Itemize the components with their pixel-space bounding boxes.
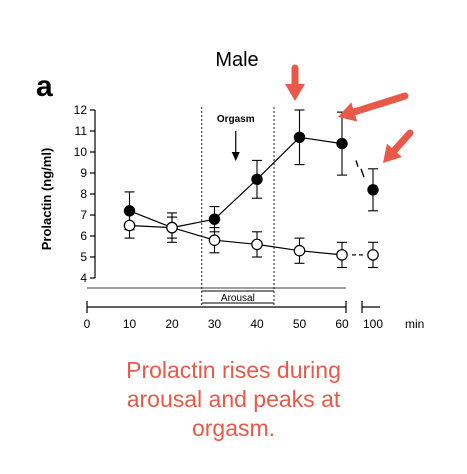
panel-label: a (36, 70, 53, 103)
data-point-filled (367, 184, 379, 196)
caption-line: orgasm. (191, 415, 276, 441)
data-point-filled (293, 131, 306, 144)
data-point-filled (251, 173, 263, 186)
red-arrow-head (285, 84, 305, 101)
y-tick-label: 6 (80, 229, 87, 243)
red-arrow-head (383, 143, 402, 163)
series-open (123, 212, 379, 269)
chart-title: Male (215, 49, 258, 71)
series-line (299, 136, 343, 145)
series-line (214, 239, 258, 245)
series-line (299, 250, 343, 256)
x-axis-label: min (405, 317, 424, 331)
y-tick-label: 12 (74, 103, 88, 117)
data-point-filled (336, 137, 348, 150)
series-line (256, 243, 300, 252)
chart-annotations: Arousal Orgasm (201, 107, 275, 307)
y-tick-label: 10 (74, 145, 88, 159)
series-line (214, 178, 258, 220)
data-point-open (208, 234, 221, 246)
data-point-open (123, 219, 136, 232)
red-arrow-shaft (390, 129, 414, 154)
x-tick-label: 30 (208, 317, 222, 331)
data-series (123, 109, 379, 269)
x-tick-label: 60 (335, 317, 349, 331)
x-tick-label: 100 (363, 317, 383, 331)
orgasm-arrowhead (231, 152, 240, 161)
y-tick-label: 4 (80, 271, 87, 285)
red-callout-arrows (285, 64, 414, 163)
data-point-open (367, 249, 379, 261)
y-tick-label: 5 (80, 250, 87, 264)
x-tick-label: 50 (293, 317, 307, 331)
series-line (129, 224, 173, 229)
x-tick-label: 20 (165, 317, 179, 331)
caption: Prolactin rises during arousal and peaks… (0, 356, 467, 443)
data-point-open (166, 221, 178, 234)
series-line (171, 218, 215, 229)
orgasm-label: Orgasm (217, 114, 255, 125)
series-break-tick (355, 160, 359, 167)
y-tick-label: 7 (80, 208, 87, 222)
y-tick-label: 11 (75, 124, 88, 138)
series-break-tick (360, 168, 365, 178)
axes: 4 5 6 7 8 9 10 11 12 0 10 20 30 40 50 60 100 min (74, 103, 425, 331)
y-tick-label: 9 (80, 166, 87, 180)
caption-line: arousal and peaks at (126, 386, 341, 412)
y-axis-label: Prolactin (ng/ml) (39, 148, 54, 251)
x-tick-label: 0 (84, 317, 91, 331)
data-point-open (293, 244, 306, 257)
data-point-open (251, 238, 263, 251)
data-point-open (336, 249, 348, 261)
red-arrow-shaft (350, 92, 409, 116)
x-tick-label: 10 (123, 317, 137, 331)
series-line (171, 227, 215, 241)
series-line (256, 136, 300, 180)
caption-line: Prolactin rises during (126, 357, 341, 383)
y-tick-label: 8 (80, 187, 87, 201)
red-arrow-head (338, 102, 358, 122)
data-point-filled (208, 213, 221, 225)
series-filled (123, 109, 379, 243)
series-line (129, 210, 173, 229)
arousal-label: Arousal (221, 293, 255, 304)
x-tick-label: 40 (250, 317, 264, 331)
